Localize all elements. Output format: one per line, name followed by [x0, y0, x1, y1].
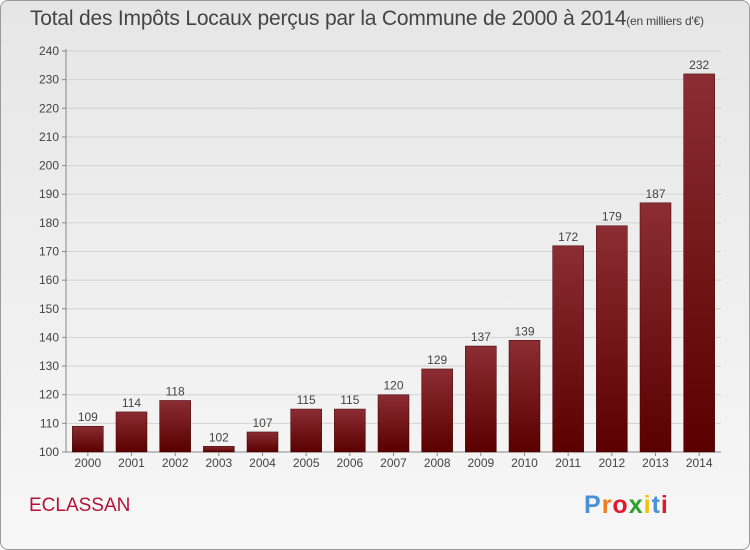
y-tick-label: 120: [39, 388, 59, 402]
x-tick-label: 2010: [511, 456, 538, 470]
logo-letter: x: [628, 491, 644, 519]
logo-letter: t: [651, 491, 661, 519]
logo-letter: o: [612, 491, 629, 519]
data-label: 118: [166, 384, 185, 398]
bar: [334, 408, 366, 453]
bar: [421, 368, 453, 453]
data-label: 129: [427, 353, 447, 367]
x-tick-label: 2006: [336, 456, 363, 470]
data-label: 232: [689, 58, 709, 72]
bar: [465, 345, 497, 453]
data-label: 109: [78, 410, 98, 424]
logo-letter: i: [643, 491, 652, 519]
bar: [596, 225, 628, 453]
y-tick-label: 230: [39, 73, 59, 87]
data-label: 137: [471, 330, 491, 344]
y-tick-label: 130: [39, 359, 59, 373]
data-label: 120: [383, 379, 403, 393]
commune-name: ECLASSAN: [29, 495, 131, 516]
x-tick-label: 2005: [293, 456, 320, 470]
x-tick-label: 2003: [205, 456, 232, 470]
chart-title-text: Total des Impôts Locaux perçus par la Co…: [30, 7, 627, 30]
proxiti-logo: Proxiti: [584, 491, 669, 520]
bar: [508, 340, 541, 453]
bar: [290, 408, 322, 453]
logo-letter: i: [660, 491, 669, 519]
data-label: 115: [297, 393, 316, 407]
x-tick-label: 2011: [555, 456, 581, 470]
bar: [159, 400, 191, 453]
data-label: 115: [340, 393, 359, 407]
x-tick-label: 2014: [686, 456, 713, 470]
y-tick-label: 240: [39, 44, 59, 58]
data-label: 114: [122, 396, 141, 410]
y-tick-label: 100: [39, 445, 59, 459]
x-tick-label: 2000: [74, 456, 101, 470]
data-label: 172: [558, 230, 578, 244]
x-tick-label: 2008: [424, 456, 451, 470]
bar: [246, 431, 279, 453]
x-tick-label: 2013: [642, 456, 669, 470]
data-label: 187: [645, 187, 665, 201]
data-label: 107: [252, 416, 272, 430]
bar: [72, 425, 104, 453]
x-tick-label: 2012: [598, 456, 625, 470]
y-tick-label: 160: [39, 273, 59, 287]
chart-title: Total des Impôts Locaux perçus par la Co…: [30, 7, 704, 31]
data-label: 139: [514, 324, 534, 338]
x-tick-label: 2009: [467, 456, 494, 470]
bar: [639, 202, 672, 453]
x-tick-label: 2004: [249, 456, 276, 470]
logo-letter: P: [584, 491, 602, 519]
bar: [377, 394, 410, 453]
bar: [203, 446, 235, 453]
y-tick-label: 220: [39, 101, 59, 115]
y-tick-label: 200: [39, 159, 59, 173]
y-tick-label: 190: [39, 187, 59, 201]
x-tick-label: 2001: [118, 456, 145, 470]
logo-letter: r: [601, 491, 613, 519]
data-label: 102: [209, 430, 229, 444]
y-tick-label: 140: [39, 330, 59, 344]
y-tick-label: 170: [39, 245, 59, 259]
bar: [115, 411, 148, 453]
bar: [683, 73, 715, 453]
y-tick-label: 180: [39, 216, 59, 230]
data-label: 179: [602, 210, 622, 224]
x-tick-label: 2002: [162, 456, 189, 470]
chart-title-unit: (en milliers d'€): [626, 14, 704, 28]
y-tick-label: 210: [39, 130, 59, 144]
x-tick-label: 2007: [380, 456, 407, 470]
y-tick-label: 150: [39, 302, 59, 316]
bar: [552, 245, 584, 453]
y-tick-label: 110: [40, 416, 59, 430]
